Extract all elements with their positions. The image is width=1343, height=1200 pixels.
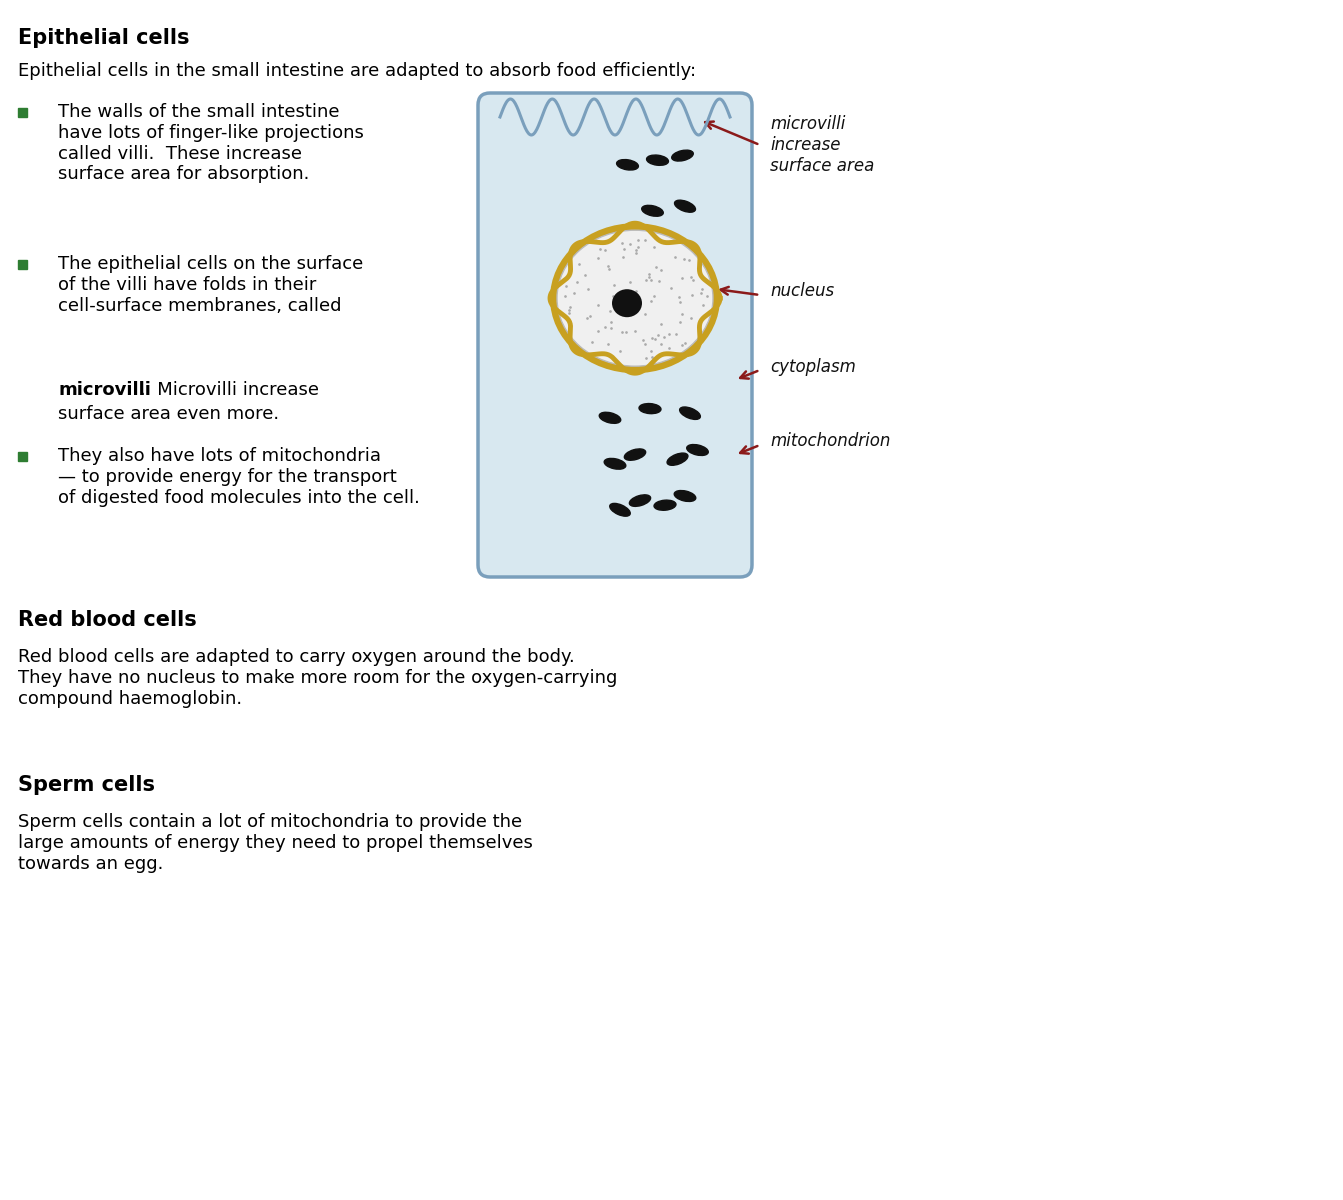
Text: Epithelial cells: Epithelial cells [17, 28, 189, 48]
Ellipse shape [686, 444, 708, 456]
Bar [17, 452, 27, 461]
Text: Epithelial cells in the small intestine are adapted to absorb food efficiently:: Epithelial cells in the small intestine … [17, 62, 696, 80]
Text: Red blood cells: Red blood cells [17, 610, 197, 630]
Text: surface area even more.: surface area even more. [58, 404, 279, 422]
Text: microvilli: microvilli [58, 382, 150, 398]
Ellipse shape [654, 500, 676, 510]
Text: cytoplasm: cytoplasm [770, 358, 855, 376]
Text: The walls of the small intestine
have lots of finger-like projections
called vil: The walls of the small intestine have lo… [58, 103, 364, 184]
Bar [17, 108, 27, 116]
Ellipse shape [642, 205, 663, 216]
Text: .  Microvilli increase: . Microvilli increase [140, 382, 320, 398]
Text: Sperm cells: Sperm cells [17, 775, 154, 794]
Ellipse shape [639, 403, 661, 414]
Text: The epithelial cells on the surface
of the villi have folds in their
cell-surfac: The epithelial cells on the surface of t… [58, 254, 363, 314]
Ellipse shape [667, 454, 688, 466]
Ellipse shape [646, 155, 669, 166]
Ellipse shape [674, 200, 696, 212]
Ellipse shape [680, 407, 700, 420]
Ellipse shape [599, 413, 620, 424]
Ellipse shape [630, 494, 650, 506]
FancyBboxPatch shape [478, 92, 752, 577]
Text: They also have lots of mitochondria
— to provide energy for the transport
of dig: They also have lots of mitochondria — to… [58, 446, 420, 506]
Text: Red blood cells are adapted to carry oxygen around the body.
They have no nucleu: Red blood cells are adapted to carry oxy… [17, 648, 618, 708]
Text: nucleus: nucleus [770, 282, 834, 300]
Text: mitochondrion: mitochondrion [770, 432, 890, 450]
Ellipse shape [674, 491, 696, 502]
Text: Sperm cells contain a lot of mitochondria to provide the
large amounts of energy: Sperm cells contain a lot of mitochondri… [17, 814, 533, 872]
Ellipse shape [616, 160, 638, 170]
Ellipse shape [624, 449, 646, 461]
Ellipse shape [604, 458, 626, 469]
Ellipse shape [551, 223, 720, 373]
Ellipse shape [672, 150, 693, 161]
Ellipse shape [557, 230, 713, 366]
Ellipse shape [610, 504, 630, 516]
Bar [17, 260, 27, 269]
Text: microvilli
increase
surface area: microvilli increase surface area [770, 115, 874, 174]
Ellipse shape [612, 289, 642, 317]
